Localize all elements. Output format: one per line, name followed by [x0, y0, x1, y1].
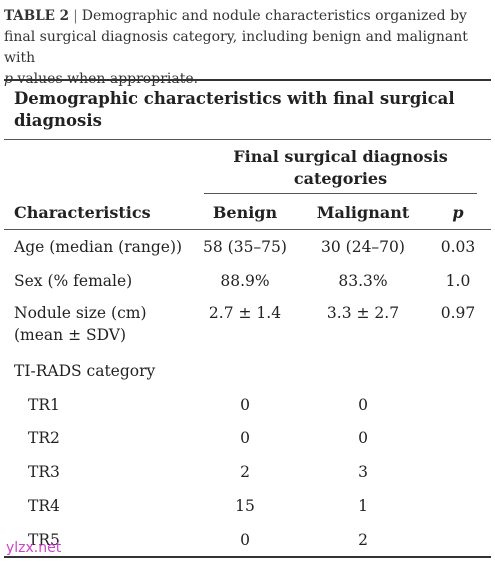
caption-separator: |: [73, 8, 78, 24]
row-tr3-label: TR3: [28, 463, 60, 481]
row-sex-label: Sex (% female): [14, 272, 133, 290]
section-rule: [4, 139, 491, 140]
table-caption: TABLE 2 | Demographic and nodule character…: [4, 6, 492, 90]
row-tr1-label: TR1: [28, 396, 60, 414]
row-size-label: Nodule size (cm): [14, 304, 147, 322]
col-header-p: p: [452, 203, 464, 222]
row-tr5-malignant: 2: [358, 531, 368, 549]
row-tr5-benign: 0: [240, 531, 250, 549]
row-tr2-benign: 0: [240, 429, 250, 447]
col-header-malignant: Malignant: [316, 203, 410, 222]
row-age-malignant: 30 (24–70): [321, 238, 405, 256]
row-age-p: 0.03: [440, 238, 476, 256]
row-tr1-malignant: 0: [358, 396, 368, 414]
table-label: TABLE 2: [4, 8, 70, 24]
col-header-characteristics: Characteristics: [14, 203, 151, 222]
row-size-p: 0.97: [440, 304, 476, 322]
row-tr2-malignant: 0: [358, 429, 368, 447]
col-header-benign: Benign: [212, 203, 278, 222]
bottom-rule: [4, 556, 491, 558]
row-tr5-label: TR5: [28, 531, 60, 549]
row-tr4-malignant: 1: [358, 497, 368, 515]
row-tr3-benign: 2: [240, 463, 250, 481]
row-sex-benign: 88.9%: [220, 272, 270, 290]
section-title: Demographic characteristics with final s…: [14, 89, 455, 130]
row-tr3-malignant: 3: [358, 463, 368, 481]
caption-text: Demographic and nodule characteristics o…: [4, 8, 468, 66]
row-size-benign: 2.7 ± 1.4: [208, 304, 282, 322]
row-sex-p: 1.0: [445, 272, 471, 290]
row-tr1-benign: 0: [240, 396, 250, 414]
row-age-benign: 58 (35–75): [203, 238, 287, 256]
top-rule: [4, 79, 491, 81]
row-tr4-benign: 15: [235, 497, 255, 515]
watermark: ylzx.net: [6, 540, 62, 556]
row-age-label: Age (median (range)): [14, 238, 183, 256]
row-tr2-label: TR2: [28, 429, 60, 447]
row-tr4-label: TR4: [28, 497, 60, 515]
row-size-label-line2: (mean ± SDV): [14, 326, 126, 344]
group-rule: [204, 193, 477, 194]
row-sex-malignant: 83.3%: [338, 272, 388, 290]
header-rule: [4, 229, 491, 230]
group-header: Final surgical diagnosis categories: [233, 147, 448, 188]
row-tirads-label: TI-RADS category: [14, 362, 156, 380]
row-size-malignant: 3.3 ± 2.7: [326, 304, 400, 322]
